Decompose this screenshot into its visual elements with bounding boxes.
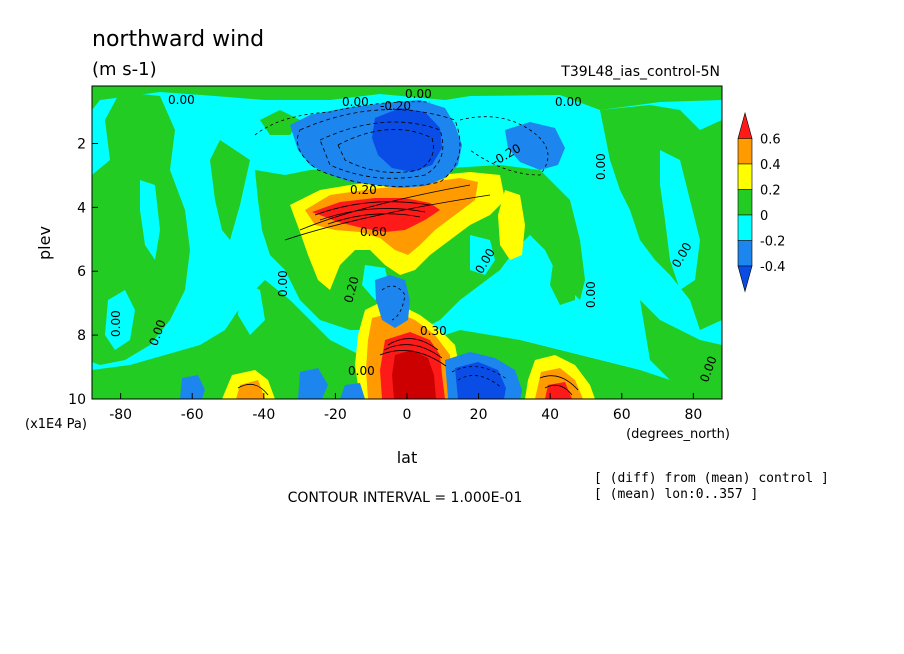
experiment-label: T39L48_ias_control-5N [560,64,720,80]
contour-label: 0.00 [555,95,582,109]
x-tick-label: 40 [541,407,559,423]
contour-label: 0.00 [276,270,290,297]
colorbar-swatch [737,138,753,165]
chart-title: northward wind [92,27,264,52]
note-line-1: [ (diff) from (mean) control ] [594,471,829,486]
contour-label: 0.20 [350,183,377,197]
colorbar-label: 0.6 [760,133,781,148]
contour-label: 0.30 [420,324,447,338]
note-line-2: [ (mean) lon:0..357 ] [594,487,758,502]
contour-lines [237,101,579,396]
plot-area: 0.00 0.00 0.00 -0.20 0.00 0.30 0.60 0.20… [92,86,722,399]
x-tick-label: -80 [109,407,132,423]
colorbar-label: 0.2 [760,184,781,199]
y-tick-label: 2 [77,136,86,152]
x-tick-label: 0 [403,407,412,423]
contour-label: 0.20 [341,275,361,304]
y-tick-label: 10 [68,392,86,408]
x-tick-label: 80 [684,407,702,423]
lower-core [392,350,436,399]
colorbar-label: -0.4 [760,260,785,275]
colorbar-label: 0 [760,209,768,224]
y-tick-label: 6 [77,264,86,280]
x-tick-label: -60 [181,407,204,423]
colorbar-swatch [737,189,753,216]
contour-label: 0.00 [168,93,195,107]
x-axis: -80 -60 -40 -20 0 20 40 60 80 [109,393,702,423]
x-axis-label: lat [397,448,418,467]
contour-label: 0.60 [360,225,387,239]
x-tick-label: -20 [324,407,347,423]
y-axis-units: (x1E4 Pa) [25,417,87,432]
y-tick-label: 4 [77,200,86,216]
y-axis-label: plev [35,226,54,260]
y-axis: 2 4 6 8 10 [68,136,98,408]
colorbar-swatch [737,111,753,139]
colorbar-swatch [737,240,753,267]
contour-label: 0.00 [584,281,598,308]
colorbar-swatch [737,265,753,293]
colorbar-label: -0.2 [760,235,785,250]
contour-interval: CONTOUR INTERVAL = 1.000E-01 [288,490,523,506]
colorbar: 0.6 0.4 0.2 0 -0.2 -0.4 [737,111,785,293]
colorbar-label: 0.4 [760,158,781,173]
contour-label: 0.00 [109,310,123,337]
colorbar-swatch [737,163,753,190]
contour-label: 0.00 [594,153,608,180]
x-tick-label: 20 [470,407,488,423]
colorbar-swatch [737,214,753,241]
y-tick-label: 8 [77,328,86,344]
contour-label: 0.00 [342,95,369,109]
contour-label: -0.20 [380,99,411,113]
x-axis-units: (degrees_north) [626,427,730,442]
x-tick-label: 60 [613,407,631,423]
x-tick-label: -40 [252,407,275,423]
weak-negative-islands [105,150,700,350]
contour-label: 0.00 [348,364,375,378]
contour-label: 0.00 [405,87,432,101]
chart-units: (m s-1) [92,59,157,80]
